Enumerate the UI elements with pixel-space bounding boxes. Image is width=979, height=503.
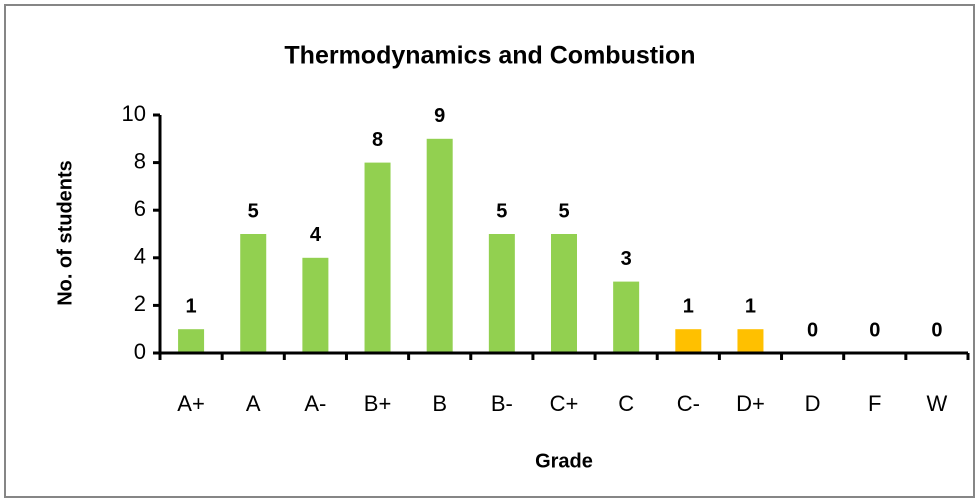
y-tick-label: 10 — [122, 101, 146, 126]
y-tick-label: 4 — [134, 244, 146, 269]
bar — [302, 257, 329, 353]
x-axis-title: Grade — [535, 450, 593, 472]
data-label: 1 — [186, 295, 197, 317]
data-label: 3 — [621, 248, 632, 270]
y-tick-label: 0 — [134, 339, 146, 364]
bar — [426, 138, 453, 353]
y-tick-label: 6 — [134, 196, 146, 221]
y-tick-label: 2 — [134, 291, 146, 316]
data-label: 5 — [558, 200, 569, 222]
bar — [364, 162, 391, 353]
x-tick-label: W — [927, 391, 948, 416]
y-axis-title: No. of students — [54, 160, 76, 306]
x-tick-label: B+ — [364, 391, 392, 416]
bar — [240, 234, 267, 353]
x-tick-label: F — [868, 391, 881, 416]
x-tick-label: C+ — [550, 391, 579, 416]
bar — [178, 329, 205, 353]
x-tick-label: D+ — [736, 391, 765, 416]
data-label: 1 — [745, 295, 756, 317]
x-tick-label: A — [246, 391, 261, 416]
x-tick-label: B — [432, 391, 447, 416]
x-tick-label: B- — [491, 391, 513, 416]
bar — [613, 281, 640, 353]
x-tick-label: A- — [304, 391, 326, 416]
bar — [737, 329, 764, 353]
data-label: 9 — [434, 105, 445, 127]
chart-title: Thermodynamics and Combustion — [284, 42, 695, 70]
x-tick-label: C- — [677, 391, 700, 416]
x-tick-label: D — [805, 391, 821, 416]
data-label: 8 — [372, 129, 383, 151]
bar — [488, 234, 515, 353]
data-label: 5 — [248, 200, 259, 222]
bar — [551, 234, 577, 353]
bar — [675, 329, 702, 353]
data-label: 0 — [931, 319, 942, 341]
data-label: 0 — [869, 319, 880, 341]
x-tick-label: C — [618, 391, 634, 416]
data-label: 5 — [496, 200, 507, 222]
x-tick-label: A+ — [177, 391, 205, 416]
data-label: 4 — [310, 224, 322, 246]
data-label: 1 — [683, 295, 694, 317]
y-tick-label: 8 — [134, 148, 146, 173]
data-label: 0 — [807, 319, 818, 341]
